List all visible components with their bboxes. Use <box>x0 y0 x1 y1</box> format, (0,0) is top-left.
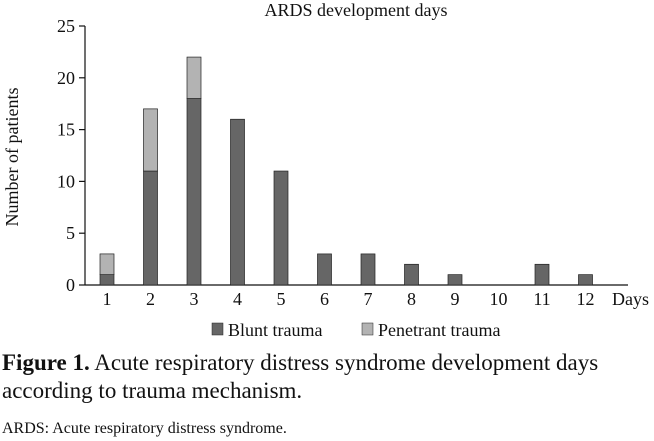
bar-penetrant-trauma <box>99 253 115 275</box>
legend-swatch <box>361 322 374 336</box>
x-tick-label: 6 <box>320 289 329 309</box>
y-tick-label: 10 <box>57 171 75 191</box>
bar-blunt-trauma <box>99 274 115 286</box>
bar-blunt-trauma <box>447 274 463 286</box>
bar-blunt-trauma <box>534 263 550 286</box>
x-axis-label: Days <box>612 289 649 309</box>
x-tick-label: 10 <box>490 289 508 309</box>
y-tick-label: 25 <box>57 16 75 36</box>
figure-caption: Figure 1. Acute respiratory distress syn… <box>2 349 652 405</box>
x-tick-label: 7 <box>364 289 373 309</box>
legend: Blunt trauma Penetrant trauma <box>211 320 500 340</box>
y-axis-label: Number of patients <box>2 88 22 227</box>
y-axis: 0 5 10 15 20 25 <box>57 16 86 295</box>
legend-swatch <box>211 322 224 336</box>
figure-caption-text: Acute respiratory distress syndrome deve… <box>2 350 599 403</box>
y-tick-label: 5 <box>66 223 75 243</box>
figure-label: Figure 1. <box>2 350 90 375</box>
x-tick-label: 9 <box>451 289 460 309</box>
bar-blunt-trauma <box>404 263 419 286</box>
y-tick-label: 0 <box>66 275 75 295</box>
bar-penetrant-trauma <box>186 56 202 99</box>
x-tick-label: 1 <box>103 289 112 309</box>
x-tick-label: 5 <box>277 289 286 309</box>
x-tick-label: 2 <box>146 289 155 309</box>
y-tick-label: 15 <box>57 120 75 140</box>
bar-blunt-trauma <box>317 253 332 286</box>
x-tick-label: 8 <box>407 289 416 309</box>
legend-label: Blunt trauma <box>228 320 322 340</box>
chart-title: ARDS development days <box>265 0 448 20</box>
legend-label: Penetrant trauma <box>378 320 500 340</box>
x-tick-label: 3 <box>190 289 199 309</box>
x-tick-label: 12 <box>577 289 595 309</box>
x-axis: 1 2 3 4 5 6 7 8 9 10 11 12 <box>85 284 628 309</box>
bar-blunt-trauma <box>186 98 202 286</box>
bar-penetrant-trauma <box>143 108 158 172</box>
bar-chart: ARDS development days Number of patients… <box>2 0 649 340</box>
y-tick-label: 20 <box>57 68 75 88</box>
bar-blunt-trauma <box>273 170 289 286</box>
x-tick-label: 11 <box>533 289 550 309</box>
bars <box>99 56 593 286</box>
x-tick-label: 4 <box>233 289 242 309</box>
bar-blunt-trauma <box>360 253 376 286</box>
abbreviation-note: ARDS: Acute respiratory distress syndrom… <box>2 420 287 437</box>
bar-blunt-trauma <box>143 170 158 286</box>
bar-blunt-trauma <box>230 118 245 286</box>
bar-blunt-trauma <box>578 274 593 286</box>
